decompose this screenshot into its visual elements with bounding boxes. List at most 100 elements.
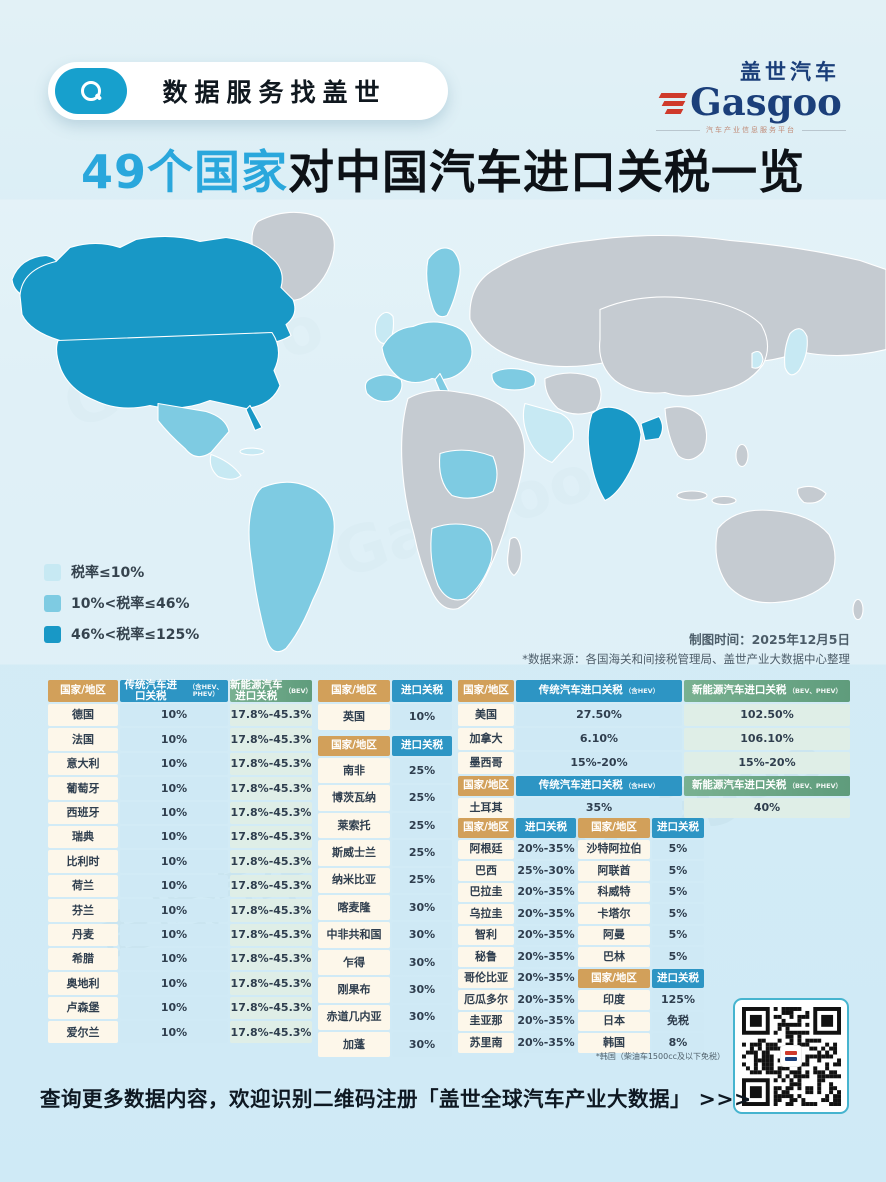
country-cell: 巴西 xyxy=(458,861,514,881)
country-cell: 希腊 xyxy=(48,947,118,971)
table-row: 加拿大 6.10% 106.10% xyxy=(458,728,850,750)
country-cell: 阿根廷 xyxy=(458,839,514,859)
table-north-america: 国家/地区 传统汽车进口关税 （含HEV） 新能源汽车进口关税 （BEV、PHEV） 美国… xyxy=(458,680,850,774)
tariff-cell: 17.8%-45.3% xyxy=(230,996,312,1020)
tariff-cell: 30% xyxy=(392,922,452,948)
logo-tagline: 汽车产业信息服务平台 xyxy=(656,125,846,135)
table-row: 智利 20%-35% xyxy=(458,925,576,945)
table-row: 苏里南 20%-35% xyxy=(458,1033,576,1053)
region-usa xyxy=(55,331,281,410)
table-row: 巴林 5% xyxy=(578,947,704,967)
table-row: 喀麦隆 30% xyxy=(318,894,452,921)
table-row: 中非共和国 30% xyxy=(318,922,452,948)
qr-center-logo-icon xyxy=(781,1046,801,1066)
legend-item: 46%<税率≤125% xyxy=(44,624,199,644)
tariff-cell: 102.50% xyxy=(684,704,850,726)
country-cell: 卡塔尔 xyxy=(578,904,650,924)
country-cell: 喀麦隆 xyxy=(318,894,390,921)
tariff-cell: 免税 xyxy=(652,1011,704,1031)
country-cell: 圭亚那 xyxy=(458,1011,514,1031)
logo-stripes-icon xyxy=(658,93,688,115)
table-uk: 国家/地区 进口关税 英国 10% xyxy=(318,680,452,730)
tariff-cell: 10% xyxy=(120,1021,228,1044)
country-cell: 卢森堡 xyxy=(48,996,118,1020)
korea-footnote: *韩国（柴油车1500cc及以下免税） xyxy=(595,1052,725,1061)
region-europe xyxy=(381,321,473,384)
region-iberia xyxy=(364,374,403,403)
table-row: 巴西 25%-30% xyxy=(458,861,576,881)
table-row: 芬兰 10% 17.8%-45.3% xyxy=(48,899,312,922)
table-row: 印度 125% xyxy=(578,990,704,1010)
title-rest: 对中国汽车进口关税一览 xyxy=(288,145,805,199)
tariff-cell: 20%-35% xyxy=(516,990,576,1010)
country-cell: 南非 xyxy=(318,758,390,784)
qr-code[interactable] xyxy=(733,998,849,1114)
country-cell: 西班牙 xyxy=(48,801,118,824)
region-new-guinea xyxy=(797,485,827,504)
country-cell: 墨西哥 xyxy=(458,752,514,774)
tariff-cell: 10% xyxy=(120,728,228,751)
country-cell: 加拿大 xyxy=(458,728,514,750)
tariff-cell: 5% xyxy=(652,882,704,902)
country-cell: 阿联酋 xyxy=(578,861,650,881)
table-row: 科威特 5% xyxy=(578,882,704,902)
tariff-cell: 20%-35% xyxy=(516,904,576,924)
country-cell: 法国 xyxy=(48,728,118,751)
tariff-cell: 25%-30% xyxy=(516,861,576,881)
column-header: 传统汽车进口关税 （含HEV） xyxy=(516,776,682,796)
tariff-cell: 27.50% xyxy=(516,704,682,726)
column-header: 新能源汽车进口关税 （BEV、PHEV） xyxy=(684,776,850,796)
table-row: 巴拉圭 20%-35% xyxy=(458,882,576,902)
table-row: 赤道几内亚 30% xyxy=(318,1004,452,1030)
tariff-cell: 30% xyxy=(392,894,452,921)
logo-cn-text: 盖世汽车 xyxy=(740,60,840,84)
table-row: 阿根廷 20%-35% xyxy=(458,839,576,859)
title-highlight: 49个国家 xyxy=(80,145,288,199)
tariff-cell: 10% xyxy=(392,704,452,730)
tariff-cell: 10% xyxy=(120,923,228,946)
tariff-cell: 20%-35% xyxy=(516,882,576,902)
region-turkey xyxy=(491,368,536,391)
region-central-america xyxy=(209,453,242,480)
table-row: 刚果布 30% xyxy=(318,977,452,1003)
tariff-cell: 35% xyxy=(516,798,682,818)
country-cell: 丹麦 xyxy=(48,923,118,946)
table-row: 国家/地区 传统汽车进口关税 （含HEV） 新能源汽车进口关税 （BEV、PHEV） xyxy=(458,776,850,796)
tariff-cell: 10% xyxy=(120,850,228,873)
country-cell: 刚果布 xyxy=(318,977,390,1003)
table-row: 斯威士兰 25% xyxy=(318,840,452,866)
column-header: 进口关税 xyxy=(392,736,452,756)
region-se-asia xyxy=(664,406,708,461)
tariff-cell: 17.8%-45.3% xyxy=(230,728,312,751)
country-cell: 乌拉圭 xyxy=(458,904,514,924)
search-pill[interactable]: 数据服务找盖世 xyxy=(48,62,448,120)
world-map xyxy=(0,198,886,666)
tariff-cell: 17.8%-45.3% xyxy=(230,777,312,800)
country-cell: 加蓬 xyxy=(318,1031,390,1058)
tariff-cell: 30% xyxy=(392,977,452,1003)
tariff-cell: 17.8%-45.3% xyxy=(230,874,312,898)
table-row: 阿联酋 5% xyxy=(578,861,704,881)
cta-arrows: >>> xyxy=(691,1087,752,1111)
country-cell: 德国 xyxy=(48,704,118,727)
country-cell: 哥伦比亚 xyxy=(458,968,514,988)
country-cell: 中非共和国 xyxy=(318,922,390,948)
map-legend: 税率≤10% 10%<税率≤46% 46%<税率≤125% xyxy=(44,562,199,644)
country-cell: 斯威士兰 xyxy=(318,840,390,866)
table-row: 日本 免税 xyxy=(578,1011,704,1031)
tariff-cell: 17.8%-45.3% xyxy=(230,704,312,727)
tariff-cell: 25% xyxy=(392,812,452,839)
region-mexico xyxy=(157,402,230,458)
qr-pattern xyxy=(742,1007,841,1106)
bottom-cta[interactable]: 查询更多数据内容，欢迎识别二维码注册「盖世全球汽车产业大数据」 >>> xyxy=(40,1082,752,1112)
logo-g: G xyxy=(690,80,722,124)
country-cell: 阿曼 xyxy=(578,925,650,945)
country-cell: 爱尔兰 xyxy=(48,1021,118,1044)
country-cell: 奥地利 xyxy=(48,972,118,995)
region-korea xyxy=(751,350,764,369)
country-cell: 博茨瓦纳 xyxy=(318,785,390,811)
legend-swatch xyxy=(44,625,61,643)
country-cell: 苏里南 xyxy=(458,1033,514,1053)
region-southern-africa xyxy=(430,523,493,601)
